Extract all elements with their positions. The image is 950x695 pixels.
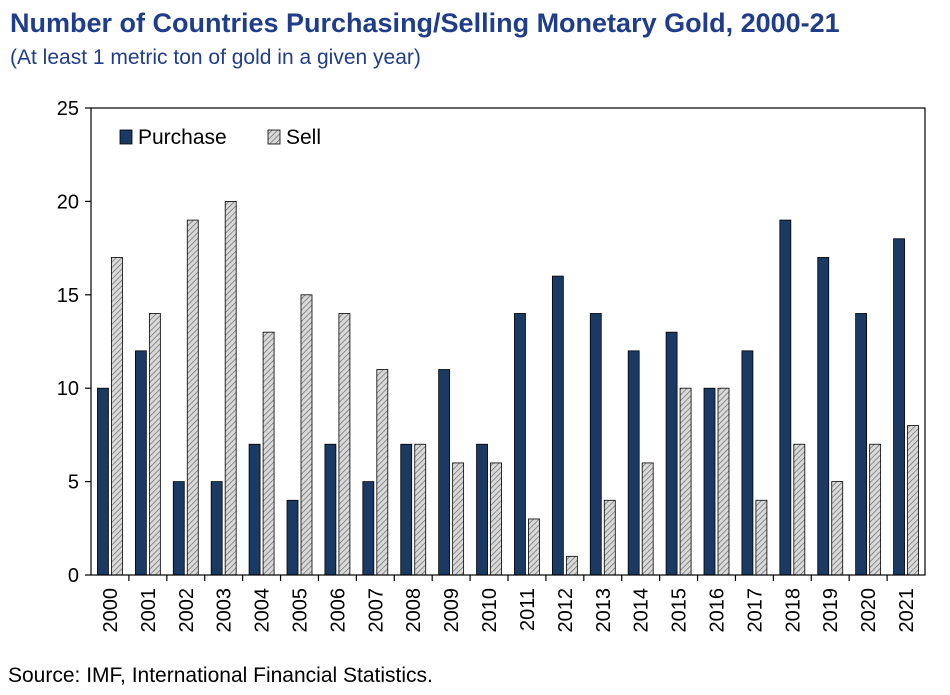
x-tick-label: 2000 — [100, 588, 122, 633]
x-tick-label: 2005 — [290, 588, 312, 633]
legend: Purchase Sell — [119, 126, 321, 149]
purchase-bar — [97, 387, 109, 576]
bar-group — [97, 200, 919, 576]
legend-label-sell: Sell — [286, 126, 321, 149]
chart-subtitle: (At least 1 metric ton of gold in a give… — [10, 46, 421, 69]
purchase-bar — [400, 443, 413, 576]
purchase-bar — [324, 443, 337, 576]
sell-bar — [338, 313, 351, 576]
purchase-bar — [893, 238, 905, 576]
sell-bar — [603, 499, 616, 576]
sell-bar — [490, 462, 502, 576]
legend-label-purchase: Purchase — [138, 126, 227, 149]
x-tick-label: 2002 — [176, 588, 198, 633]
sell-bar — [717, 387, 730, 576]
sell-bar — [528, 518, 540, 576]
x-tick-label: 2017 — [744, 588, 766, 633]
x-tick-label: 2003 — [214, 588, 236, 633]
x-tick-label: 2010 — [479, 588, 501, 633]
x-tick-label: 2013 — [593, 588, 615, 633]
sell-bar — [831, 481, 844, 576]
x-tick-label: 2011 — [517, 588, 539, 631]
source-note: Source: IMF, International Financial Sta… — [8, 664, 433, 687]
purchase-bar — [589, 313, 602, 576]
sell-bar — [262, 331, 275, 576]
sell-bar — [186, 219, 199, 576]
purchase-bar — [362, 481, 375, 576]
y-tick-label: 0 — [68, 565, 79, 587]
sell-bar — [148, 313, 161, 576]
legend-swatch-purchase — [119, 129, 133, 145]
y-tick-label: 15 — [57, 285, 79, 307]
x-tick-label: 2014 — [631, 588, 653, 633]
purchase-bar — [438, 369, 451, 576]
y-tick-label: 10 — [57, 378, 79, 400]
purchase-bar — [514, 313, 526, 576]
x-tick-label: 2006 — [327, 588, 349, 633]
purchase-bar — [551, 275, 564, 576]
purchase-bar — [627, 350, 640, 576]
chart-title: Number of Countries Purchasing/Selling M… — [10, 8, 840, 38]
purchase-bar — [703, 387, 716, 576]
purchase-bar — [741, 350, 754, 576]
purchase-bar — [286, 499, 299, 576]
sell-bar — [414, 443, 427, 576]
x-tick-label: 2004 — [252, 588, 274, 633]
y-axis: 0 5 10 15 20 25 — [57, 98, 91, 587]
purchase-bar — [855, 313, 868, 576]
sell-bar — [300, 294, 313, 576]
x-tick-label: 2009 — [441, 588, 463, 633]
sell-bar — [376, 369, 389, 576]
y-tick-label: 25 — [57, 98, 79, 120]
x-tick-label: 2021 — [896, 588, 918, 633]
x-tick-label: 2020 — [858, 588, 880, 633]
sell-bar — [869, 443, 882, 576]
sell-bar — [679, 387, 692, 576]
purchase-bar — [210, 481, 223, 576]
x-tick-label: 2016 — [707, 588, 729, 633]
x-tick-label: 2019 — [820, 588, 842, 633]
purchase-bar — [817, 257, 830, 576]
x-tick-label: 2012 — [555, 588, 577, 633]
x-tick-label: 2008 — [403, 588, 425, 633]
y-tick-label: 20 — [57, 191, 79, 213]
x-axis: 2000 2001 2002 2003 2004 2005 2006 2007 2008 2009… — [100, 575, 918, 633]
sell-bar — [755, 499, 768, 576]
sell-bar — [565, 555, 578, 576]
purchase-bar — [476, 443, 488, 576]
sell-bar — [793, 443, 806, 576]
plot-frame — [90, 107, 926, 576]
sell-bar — [111, 257, 123, 576]
x-tick-label: 2018 — [782, 588, 804, 633]
x-tick-label: 2007 — [365, 588, 387, 633]
purchase-bar — [248, 443, 261, 576]
sell-bar — [907, 425, 919, 576]
purchase-bar — [134, 350, 147, 576]
purchase-bar — [172, 481, 185, 576]
purchase-bar — [779, 219, 792, 576]
sell-bar — [224, 200, 237, 576]
x-tick-label: 2001 — [138, 588, 160, 633]
legend-swatch-sell — [267, 129, 281, 145]
x-tick-label: 2015 — [669, 588, 691, 633]
y-tick-label: 5 — [68, 472, 79, 494]
purchase-bar — [665, 331, 678, 576]
sell-bar — [452, 462, 465, 576]
sell-bar — [641, 462, 654, 576]
